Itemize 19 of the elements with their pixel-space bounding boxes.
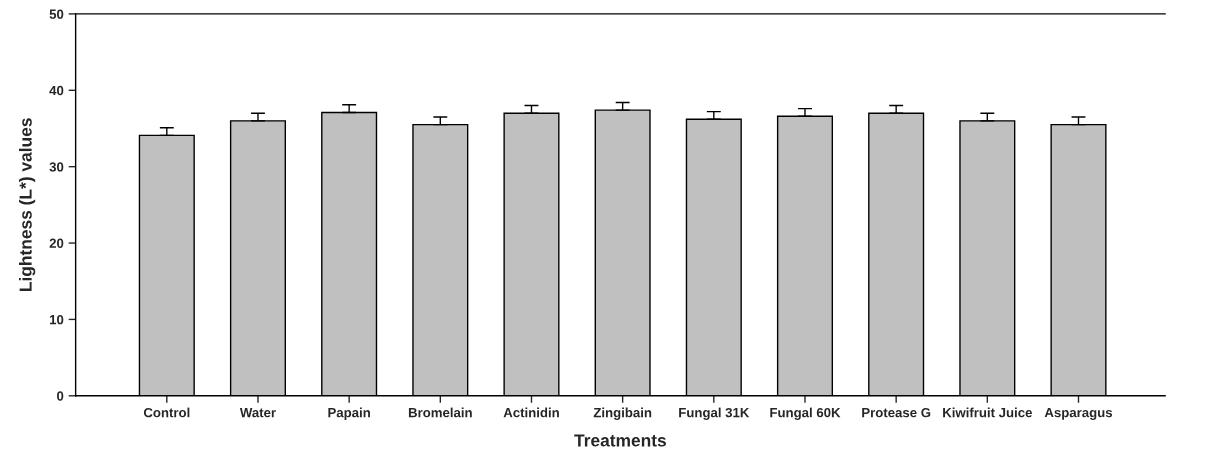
x-tick-label: Asparagus: [1044, 408, 1113, 420]
y-axis-title: Lightness (L*) values: [19, 118, 36, 291]
x-tick-label: Papain: [328, 407, 370, 420]
y-tick-label: 20: [49, 238, 64, 248]
y-tick-label: 50: [49, 9, 64, 19]
x-tick-label: Control: [143, 407, 190, 418]
x-tick-label: Actinidin: [503, 407, 559, 418]
x-tick-label: Protease G: [862, 407, 931, 418]
x-axis-title: Treatments: [574, 434, 666, 447]
x-tick-label: Fungal 60K: [770, 407, 841, 420]
x-tick-label: Fungal 31K: [679, 407, 750, 420]
y-tick-label: 30: [49, 162, 64, 172]
x-tick-label: Water: [239, 408, 276, 418]
x-tick-label: Kiwifruit Juice: [943, 407, 1032, 418]
x-tick-label: Bromelain: [408, 407, 472, 418]
x-tick-label: Zingibain: [593, 407, 652, 420]
y-tick-label: 0: [57, 391, 64, 401]
y-tick-label: 10: [49, 314, 64, 325]
y-tick-label: 40: [49, 85, 64, 96]
